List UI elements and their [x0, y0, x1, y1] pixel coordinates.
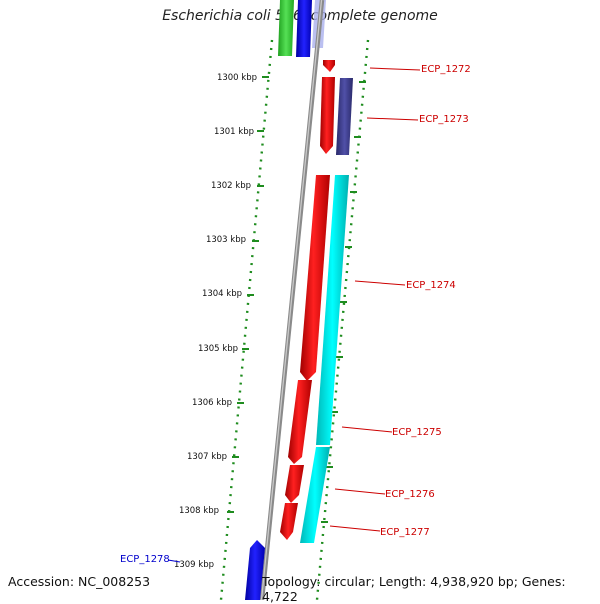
leader-ecp-1272 — [369, 67, 421, 71]
leader-ecp-1278 — [167, 559, 181, 563]
gene-label-ecp-1273: ECP_1273 — [419, 114, 469, 125]
ruler-label-1301: 1301 kbp — [214, 127, 254, 137]
leader-ecp-1276 — [334, 488, 386, 495]
leader-ecp-1275 — [341, 426, 393, 433]
gene-blue-top — [296, 0, 312, 57]
gene-label-ecp-1276: ECP_1276 — [385, 489, 435, 500]
gene-ecp-1274 — [300, 175, 330, 381]
ruler-label-1306: 1306 kbp — [192, 398, 232, 408]
gene-label-ecp-1275: ECP_1275 — [392, 427, 442, 438]
ruler-label-1308: 1308 kbp — [179, 506, 219, 516]
gene-ecp-1274-cyan — [316, 175, 349, 445]
ruler-label-1307: 1307 kbp — [187, 452, 227, 462]
gene-ecp-1275 — [288, 380, 312, 464]
ruler-label-1309: 1309 kbp — [174, 560, 214, 570]
gene-ecp-1273 — [320, 77, 335, 154]
ruler-dotted-right — [315, 39, 370, 600]
gene-ecp-1272 — [323, 60, 335, 72]
leader-ecp-1274 — [354, 280, 406, 286]
gene-label-ecp-1274: ECP_1274 — [406, 280, 456, 291]
ruler-label-1302: 1302 kbp — [211, 181, 251, 191]
gene-ecp-1277 — [280, 503, 298, 540]
gene-ecp-1276 — [285, 465, 304, 503]
gene-label-ecp-1277: ECP_1277 — [380, 527, 430, 538]
ruler-label-1305: 1305 kbp — [198, 344, 238, 354]
leader-ecp-1277 — [329, 525, 381, 532]
gene-label-ecp-1272: ECP_1272 — [421, 64, 471, 75]
ruler-ticks-left — [227, 76, 269, 513]
accession-text: Accession: NC_008253 — [8, 574, 151, 589]
gene-green-top — [278, 0, 294, 56]
gene-ecp-1273-partner — [336, 78, 353, 155]
gene-label-ecp-1278: ECP_1278 — [120, 554, 170, 565]
ruler-dotted-left — [219, 39, 274, 600]
ruler-label-1300: 1300 kbp — [217, 73, 257, 83]
gene-ecp-1275-cyan — [300, 447, 330, 543]
leader-ecp-1273 — [366, 117, 419, 121]
ruler-label-1303: 1303 kbp — [206, 235, 246, 245]
gene-ecp-1278 — [245, 540, 265, 600]
ruler-label-1304: 1304 kbp — [202, 289, 242, 299]
ruler-ticks-right — [321, 81, 366, 523]
